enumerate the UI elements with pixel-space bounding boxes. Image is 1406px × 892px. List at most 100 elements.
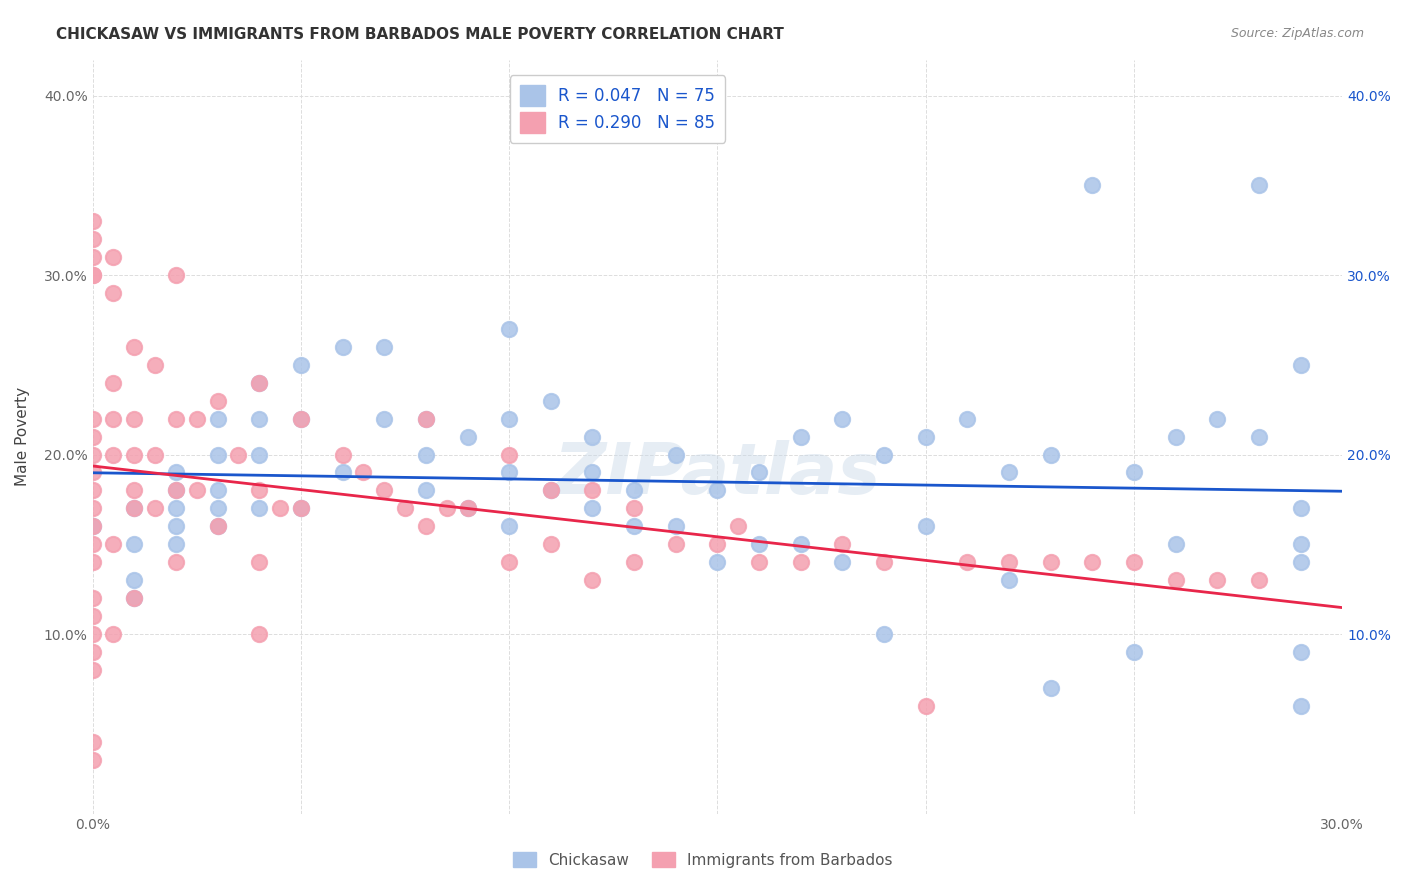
Point	[165, 466, 187, 480]
Point	[247, 376, 270, 390]
Point	[748, 555, 770, 569]
Point	[207, 519, 229, 533]
Point	[1039, 681, 1062, 695]
Point	[1289, 645, 1312, 659]
Point	[914, 698, 936, 713]
Legend: Chickasaw, Immigrants from Barbados: Chickasaw, Immigrants from Barbados	[506, 844, 900, 875]
Point	[82, 448, 104, 462]
Point	[373, 411, 395, 425]
Point	[540, 483, 562, 498]
Point	[998, 466, 1021, 480]
Point	[103, 376, 125, 390]
Point	[103, 250, 125, 264]
Point	[623, 519, 645, 533]
Point	[1289, 501, 1312, 516]
Point	[394, 501, 416, 516]
Point	[165, 555, 187, 569]
Point	[1289, 537, 1312, 551]
Point	[332, 340, 354, 354]
Point	[1289, 555, 1312, 569]
Point	[1247, 178, 1270, 193]
Point	[143, 448, 166, 462]
Point	[103, 285, 125, 300]
Point	[82, 537, 104, 551]
Point	[143, 501, 166, 516]
Point	[82, 591, 104, 606]
Point	[82, 268, 104, 282]
Point	[207, 393, 229, 408]
Point	[457, 429, 479, 443]
Point	[207, 483, 229, 498]
Point	[247, 483, 270, 498]
Point	[706, 537, 728, 551]
Point	[82, 735, 104, 749]
Point	[415, 519, 437, 533]
Point	[415, 448, 437, 462]
Point	[1039, 448, 1062, 462]
Point	[290, 501, 312, 516]
Point	[540, 537, 562, 551]
Point	[790, 555, 813, 569]
Point	[207, 501, 229, 516]
Point	[207, 448, 229, 462]
Point	[82, 609, 104, 624]
Point	[82, 250, 104, 264]
Point	[228, 448, 250, 462]
Point	[165, 483, 187, 498]
Point	[82, 519, 104, 533]
Point	[914, 429, 936, 443]
Point	[790, 429, 813, 443]
Point	[82, 501, 104, 516]
Point	[873, 627, 896, 641]
Point	[1247, 429, 1270, 443]
Point	[82, 232, 104, 246]
Point	[498, 322, 520, 336]
Point	[581, 483, 603, 498]
Point	[727, 519, 749, 533]
Point	[1164, 537, 1187, 551]
Point	[332, 448, 354, 462]
Point	[124, 573, 146, 587]
Point	[665, 448, 688, 462]
Point	[124, 591, 146, 606]
Point	[665, 537, 688, 551]
Point	[269, 501, 291, 516]
Point	[165, 268, 187, 282]
Point	[103, 411, 125, 425]
Text: CHICKASAW VS IMMIGRANTS FROM BARBADOS MALE POVERTY CORRELATION CHART: CHICKASAW VS IMMIGRANTS FROM BARBADOS MA…	[56, 27, 785, 42]
Point	[124, 411, 146, 425]
Point	[290, 411, 312, 425]
Point	[1247, 573, 1270, 587]
Point	[831, 411, 853, 425]
Point	[165, 411, 187, 425]
Point	[1123, 466, 1146, 480]
Point	[165, 501, 187, 516]
Point	[165, 519, 187, 533]
Point	[124, 537, 146, 551]
Point	[1289, 698, 1312, 713]
Point	[332, 466, 354, 480]
Legend: R = 0.047   N = 75, R = 0.290   N = 85: R = 0.047 N = 75, R = 0.290 N = 85	[510, 76, 725, 143]
Point	[124, 340, 146, 354]
Point	[124, 501, 146, 516]
Point	[186, 411, 208, 425]
Point	[498, 466, 520, 480]
Point	[124, 483, 146, 498]
Point	[373, 340, 395, 354]
Point	[623, 555, 645, 569]
Point	[82, 483, 104, 498]
Point	[831, 537, 853, 551]
Point	[352, 466, 374, 480]
Point	[1039, 555, 1062, 569]
Point	[1123, 555, 1146, 569]
Point	[82, 429, 104, 443]
Point	[498, 448, 520, 462]
Point	[247, 627, 270, 641]
Point	[748, 466, 770, 480]
Point	[581, 573, 603, 587]
Point	[82, 663, 104, 677]
Point	[457, 501, 479, 516]
Point	[103, 448, 125, 462]
Point	[956, 411, 979, 425]
Point	[290, 411, 312, 425]
